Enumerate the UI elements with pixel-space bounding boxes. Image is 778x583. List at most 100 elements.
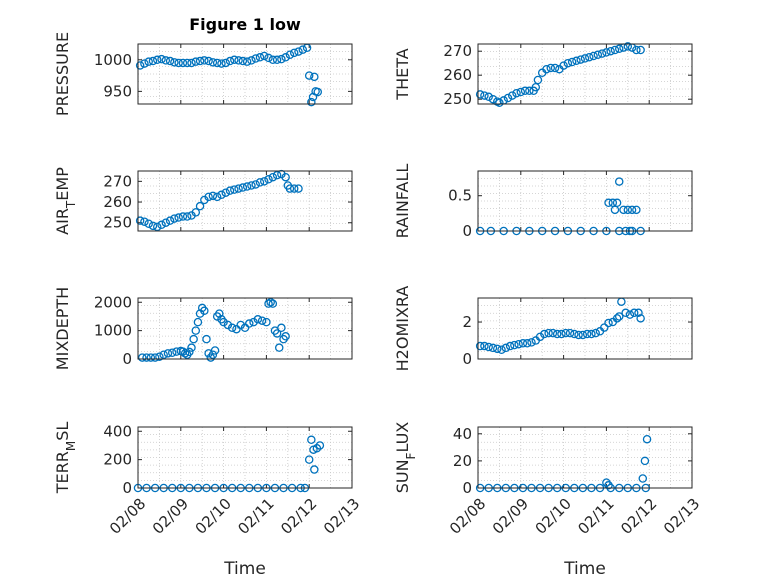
data-point: [570, 329, 579, 339]
subplot-4: 0 0.5 RAINFALL: [393, 164, 693, 240]
data-point: [167, 348, 177, 358]
data-point: [189, 334, 198, 344]
data-point: [574, 330, 583, 340]
data-point: [552, 329, 562, 339]
y-tick-label: 250: [443, 90, 472, 108]
data-point: [591, 328, 600, 338]
data-point: [488, 343, 498, 353]
y-tick-label: 1000: [94, 322, 132, 340]
data-point: [257, 316, 267, 325]
data-point: [610, 45, 620, 55]
data-point: [604, 198, 613, 208]
data-point: [170, 214, 179, 223]
data-point: [178, 58, 188, 68]
y-tick-label: 2: [462, 313, 472, 331]
data-point: [215, 309, 224, 318]
data-point: [148, 221, 158, 231]
data-point: [195, 56, 205, 66]
y-axis-label-subscript: M: [64, 441, 78, 451]
data-point: [234, 56, 243, 65]
y-tick-label: 250: [103, 214, 132, 232]
data-point: [546, 63, 556, 73]
data-point: [144, 219, 153, 229]
data-point: [313, 87, 323, 97]
data-point: [634, 308, 643, 318]
data-point: [236, 320, 245, 330]
data-point: [182, 212, 192, 221]
y-tick-label: 0: [122, 350, 132, 368]
subplot-6: 0 2 H2OMIXRA: [393, 286, 693, 371]
subplot-2: 250 260 270 THETA: [393, 42, 693, 108]
x-axis-label: Time: [223, 559, 266, 579]
data-point: [202, 334, 211, 344]
x-tick-label: 02/08: [106, 495, 149, 538]
data-point: [294, 47, 303, 56]
data-point: [221, 188, 230, 197]
data-point: [249, 317, 258, 327]
axes-box: [137, 170, 353, 232]
data-point: [614, 44, 624, 54]
data-point: [142, 353, 151, 362]
y-tick-label: 270: [103, 172, 132, 190]
subplot-1: 950 1000 PRESSURE: [53, 32, 353, 116]
y-axis-label-part: EMP: [53, 167, 72, 201]
data-point: [255, 178, 265, 187]
data-point: [208, 350, 218, 359]
data-point: [604, 318, 613, 328]
y-axis-label-subscript: F: [404, 452, 418, 459]
data-point: [510, 340, 519, 350]
data-point: [563, 58, 573, 68]
data-point: [281, 53, 290, 62]
data-point: [161, 56, 171, 65]
y-tick-label: 0: [462, 350, 472, 368]
data-point: [208, 191, 218, 201]
x-tick-label: 02/11: [234, 495, 277, 538]
data-point: [480, 341, 489, 351]
data-point: [507, 91, 517, 100]
data-point: [533, 75, 543, 85]
data-point: [165, 216, 175, 225]
data-point: [144, 57, 153, 66]
data-point: [182, 58, 192, 68]
x-tick-label: 02/12: [277, 495, 320, 538]
data-point: [200, 306, 209, 316]
data-point: [268, 55, 278, 65]
data-point: [542, 64, 551, 74]
data-point: [636, 45, 645, 55]
data-point: [527, 338, 536, 347]
data-point: [230, 55, 239, 65]
data-point: [612, 198, 622, 208]
data-point: [281, 332, 290, 341]
data-point: [294, 184, 303, 193]
data-point: [516, 87, 526, 97]
x-tick-label: 02/11: [574, 495, 617, 538]
data-point: [484, 342, 493, 352]
data-point: [193, 317, 203, 327]
data-point: [146, 353, 156, 362]
y-axis-label: MIXDEPTH: [53, 287, 72, 370]
data-point: [238, 56, 248, 66]
data-point: [272, 55, 282, 65]
data-point: [245, 319, 254, 328]
data-point: [597, 49, 607, 58]
data-point: [135, 216, 145, 225]
data-point: [503, 93, 513, 103]
data-point: [525, 86, 534, 96]
axes-box: [137, 426, 353, 489]
data-point: [219, 317, 228, 327]
data-point: [505, 341, 515, 351]
data-point: [493, 344, 502, 354]
data-point: [578, 330, 588, 340]
y-tick-label: 270: [443, 42, 472, 60]
data-point: [522, 339, 532, 348]
data-point: [540, 329, 549, 339]
data-point: [264, 53, 273, 63]
data-point: [153, 222, 162, 232]
x-axis-label: Time: [563, 559, 606, 579]
data-point: [589, 51, 598, 61]
data-point: [289, 48, 299, 58]
data-point: [204, 56, 213, 66]
y-tick-label: 0: [462, 222, 472, 240]
y-axis-label: SUNFLUX: [393, 422, 418, 494]
data-point: [495, 98, 504, 108]
